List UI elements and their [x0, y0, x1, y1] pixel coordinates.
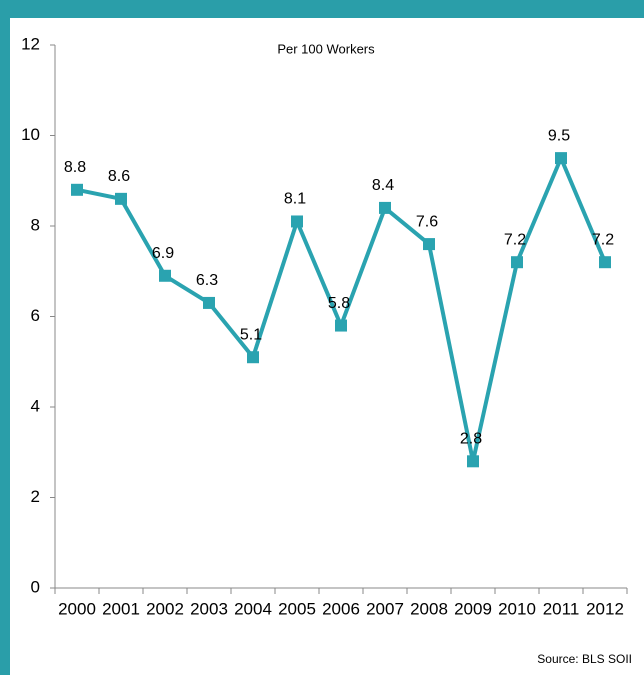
marker [555, 152, 567, 165]
marker [423, 238, 435, 251]
marker [159, 269, 171, 282]
marker [599, 256, 611, 269]
x-tick-label: 2004 [234, 599, 272, 618]
x-tick-label: 2005 [278, 599, 316, 618]
data-label: 7.6 [416, 213, 438, 230]
x-tick-label: 2006 [322, 599, 360, 618]
marker [379, 201, 391, 214]
data-label: 8.1 [284, 191, 306, 208]
data-label: 8.6 [108, 168, 130, 185]
marker [203, 296, 215, 309]
data-label: 8.8 [64, 159, 86, 176]
marker [71, 183, 83, 196]
y-tick-label: 8 [31, 215, 40, 234]
data-label: 2.8 [460, 431, 482, 448]
data-label: 5.8 [328, 295, 350, 312]
x-tick-label: 2003 [190, 599, 228, 618]
x-tick-label: 2008 [410, 599, 448, 618]
data-label: 6.9 [152, 245, 174, 262]
x-tick-label: 2002 [146, 599, 184, 618]
x-tick-label: 2007 [366, 599, 404, 618]
x-tick-label: 2010 [498, 599, 536, 618]
marker [247, 351, 259, 364]
y-tick-label: 2 [31, 487, 40, 506]
y-tick-label: 4 [31, 396, 40, 415]
marker [467, 455, 479, 468]
x-tick-label: 2012 [586, 599, 624, 618]
y-tick-label: 10 [21, 125, 40, 144]
data-label: 7.2 [504, 231, 526, 248]
y-tick-label: 6 [31, 306, 40, 325]
data-label: 8.4 [372, 177, 394, 194]
data-label: 9.5 [548, 127, 570, 144]
marker [511, 256, 523, 269]
marker [291, 215, 303, 228]
x-tick-label: 2011 [543, 599, 580, 618]
chart-title: Per 100 Workers [277, 41, 375, 56]
y-tick-label: 12 [21, 34, 40, 53]
plot-background [10, 18, 644, 675]
source-note: Source: BLS SOII [537, 652, 632, 666]
marker [335, 319, 347, 332]
marker [115, 192, 127, 205]
x-tick-label: 2000 [58, 599, 96, 618]
data-label: 6.3 [196, 272, 218, 289]
data-label: 5.1 [240, 326, 262, 343]
y-tick-label: 0 [31, 577, 40, 596]
data-label: 7.2 [592, 231, 614, 248]
x-tick-label: 2001 [102, 599, 140, 618]
x-tick-label: 2009 [454, 599, 492, 618]
